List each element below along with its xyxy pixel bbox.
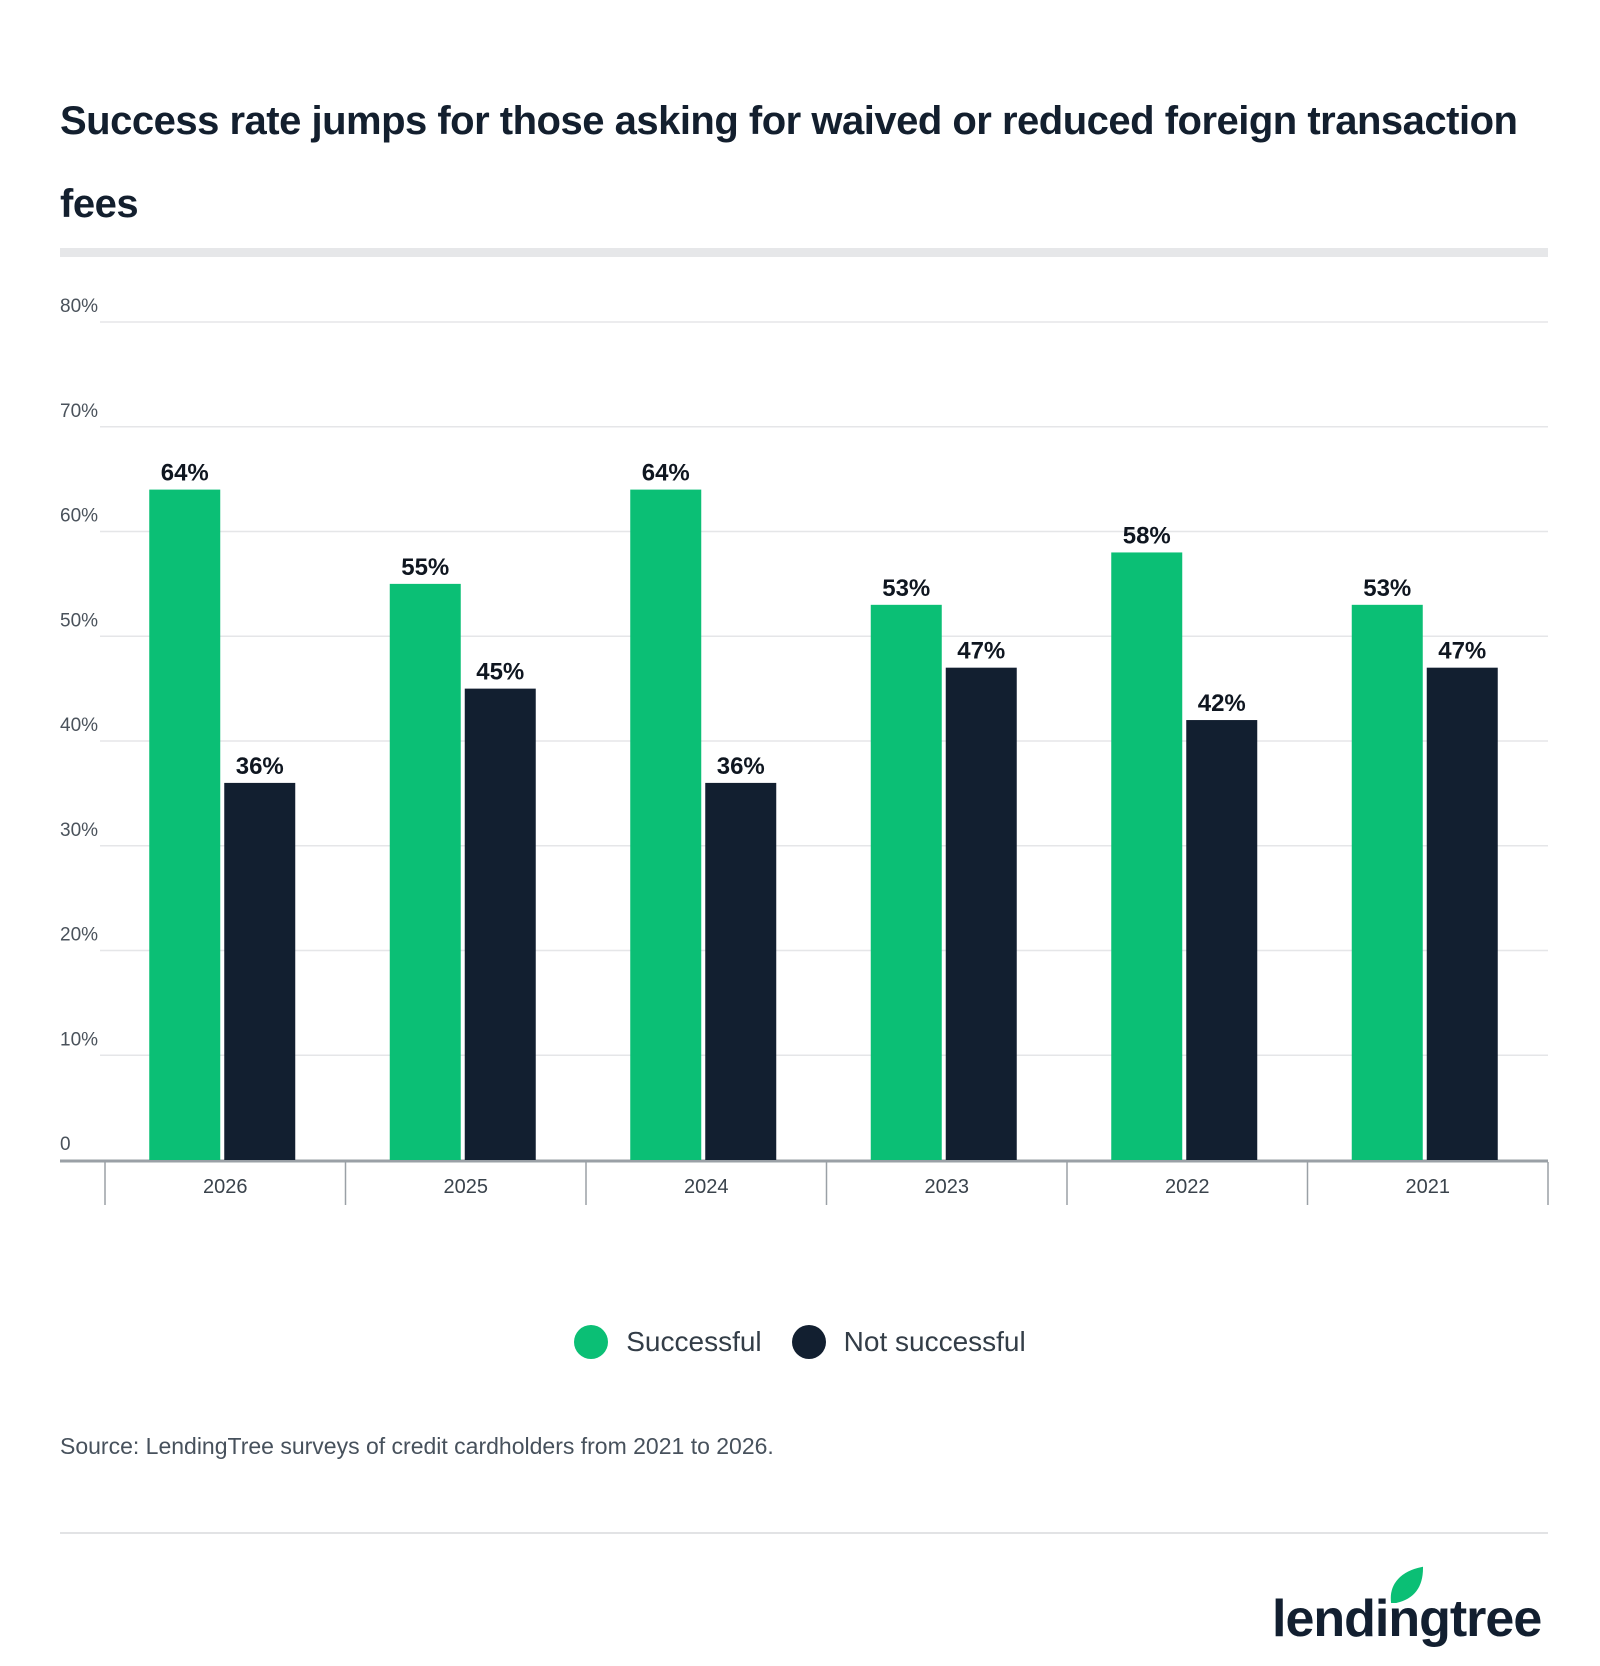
y-tick-label: 40% xyxy=(60,715,98,736)
y-tick-label: 20% xyxy=(60,925,98,946)
bar-not-successful xyxy=(224,782,296,1160)
legend: Successful Not successful xyxy=(0,1325,1600,1359)
bar-not-successful xyxy=(1426,667,1498,1160)
data-label: 47% xyxy=(1438,638,1486,665)
x-tick-label: 2026 xyxy=(203,1176,248,1198)
legend-label-not-successful: Not successful xyxy=(843,1326,1026,1357)
y-tick-label: 10% xyxy=(60,1029,98,1050)
x-tick-label: 2025 xyxy=(444,1176,489,1198)
data-label: 64% xyxy=(642,460,690,487)
x-tick-label: 2024 xyxy=(684,1176,729,1198)
data-label: 42% xyxy=(1198,690,1246,717)
y-tick-label: 70% xyxy=(60,401,98,422)
x-tick-label: 2023 xyxy=(925,1176,970,1198)
y-tick-label: 80% xyxy=(60,296,98,317)
bar-not-successful xyxy=(705,782,777,1160)
title-divider xyxy=(60,248,1548,257)
chart-title: Success rate jumps for those asking for … xyxy=(60,99,1518,226)
logo-wordmark: lendingtree xyxy=(1272,1590,1541,1648)
data-label: 45% xyxy=(476,659,524,686)
bar-successful xyxy=(870,604,942,1160)
x-tick-label: 2021 xyxy=(1406,1176,1451,1198)
source-note: Source: LendingTree surveys of credit ca… xyxy=(60,1433,774,1459)
bar-successful xyxy=(1351,604,1423,1160)
leaf-icon xyxy=(1390,1566,1424,1603)
bar-successful xyxy=(630,489,702,1161)
bar-successful xyxy=(1111,552,1183,1160)
footer-divider xyxy=(60,1532,1548,1534)
x-tick-label: 2022 xyxy=(1165,1176,1210,1198)
bar-not-successful xyxy=(464,688,536,1160)
bar-successful xyxy=(149,489,221,1161)
data-label: 55% xyxy=(401,554,449,581)
y-tick-label: 30% xyxy=(60,820,98,841)
bar-not-successful xyxy=(1186,720,1258,1160)
y-tick-label: 50% xyxy=(60,610,98,631)
data-label: 58% xyxy=(1123,522,1171,549)
data-label: 36% xyxy=(717,753,765,780)
data-label: 64% xyxy=(161,460,209,487)
bar-successful xyxy=(389,583,461,1160)
data-label: 53% xyxy=(1363,575,1411,602)
data-label: 47% xyxy=(957,638,1005,665)
legend-item-not-successful: Not successful xyxy=(791,1325,1026,1359)
data-label: 53% xyxy=(882,575,930,602)
y-tick-label: 0 xyxy=(60,1134,71,1155)
legend-item-successful: Successful xyxy=(574,1325,762,1359)
bar-not-successful xyxy=(945,667,1017,1160)
bar-chart: 0 10% 20% 30% 40% 50% 60% 70% 80% 2026 64% 36% 2025 5… xyxy=(60,296,1549,1205)
legend-label-successful: Successful xyxy=(626,1326,762,1357)
y-tick-label: 60% xyxy=(60,506,98,527)
lendingtree-logo: lendingtree xyxy=(1272,1566,1542,1648)
legend-swatch-not-successful xyxy=(791,1325,826,1359)
legend-swatch-successful xyxy=(574,1325,609,1359)
data-label: 36% xyxy=(236,753,284,780)
